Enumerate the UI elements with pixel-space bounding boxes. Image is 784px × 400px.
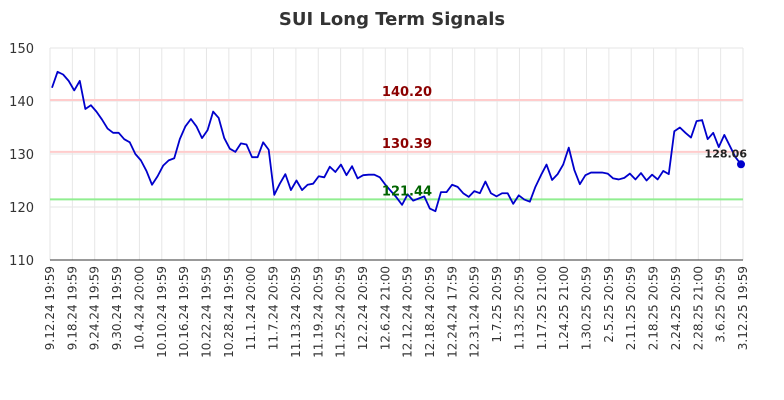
x-tick-label: 12.31.24 20:59 <box>468 266 482 358</box>
x-tick-label: 2.11.25 20:59 <box>624 266 638 350</box>
x-tick-label: 9.30.24 19:59 <box>110 266 124 350</box>
last-price-point <box>737 160 745 169</box>
signal-level-label: 130.39 <box>382 137 432 152</box>
series-layer <box>51 70 745 213</box>
x-tick-label: 10.22.24 19:59 <box>199 266 213 358</box>
x-tick-label: 11.19.24 20:59 <box>311 266 325 358</box>
x-tick-label: 12.12.24 20:59 <box>401 266 415 358</box>
y-tick-label: 110 <box>9 254 34 269</box>
x-tick-label: 11.25.24 20:59 <box>334 266 348 358</box>
x-tick-label: 11.13.24 20:59 <box>289 266 303 358</box>
y-tick-label: 140 <box>9 95 34 110</box>
chart-title: SUI Long Term Signals <box>279 9 505 30</box>
signal-levels <box>50 98 743 201</box>
y-tick-label: 130 <box>9 148 34 163</box>
signal-level-label: 140.20 <box>382 85 432 100</box>
grid <box>49 47 744 261</box>
x-tick-label: 3.12.25 19:59 <box>736 266 750 350</box>
last-price-label: 128.06 <box>705 147 748 160</box>
x-tick-label: 10.28.24 19:59 <box>222 266 236 358</box>
x-tick-label: 11.7.24 20:59 <box>267 266 281 350</box>
x-tick-label: 1.7.25 20:59 <box>490 266 504 343</box>
signal-level-label: 121.44 <box>382 184 432 199</box>
x-tick-label: 1.30.25 20:59 <box>580 266 594 350</box>
axes: 110 120 130 140 150 9.12.24 19:59 9.18.24 19:5… <box>9 42 750 358</box>
x-tick-label: 12.24.24 17:59 <box>445 266 459 358</box>
x-tick-label: 3.6.25 20:59 <box>714 266 728 343</box>
x-tick-label: 1.17.25 21:00 <box>535 266 549 350</box>
x-tick-label: 12.2.24 20:59 <box>356 266 370 350</box>
x-tick-label: 2.18.25 20:59 <box>647 266 661 350</box>
x-tick-label: 12.6.24 21:00 <box>378 266 392 350</box>
x-tick-label: 2.24.25 20:59 <box>669 266 683 350</box>
level-labels: 128.06 140.20 130.39 121.44 <box>382 85 747 199</box>
x-tick-label: 2.5.25 20:59 <box>602 266 616 343</box>
x-tick-label: 12.18.24 20:59 <box>423 266 437 358</box>
x-tick-label: 9.24.24 19:59 <box>88 266 102 350</box>
price-series-line <box>51 70 742 213</box>
x-tick-label: 1.24.25 21:00 <box>557 266 571 350</box>
y-tick-label: 150 <box>9 42 34 57</box>
x-tick-label: 10.4.24 20:00 <box>132 266 146 350</box>
x-tick-label: 9.12.24 19:59 <box>43 266 57 350</box>
x-tick-label: 10.16.24 19:59 <box>177 266 191 358</box>
x-tick-label: 11.1.24 20:00 <box>244 266 258 350</box>
x-tick-label: 10.10.24 19:59 <box>155 266 169 358</box>
y-tick-label: 120 <box>9 201 34 216</box>
x-tick-label: 1.13.25 20:59 <box>512 266 526 350</box>
x-tick-label: 9.18.24 19:59 <box>65 266 79 350</box>
x-tick-label: 2.28.25 21:00 <box>691 266 705 350</box>
